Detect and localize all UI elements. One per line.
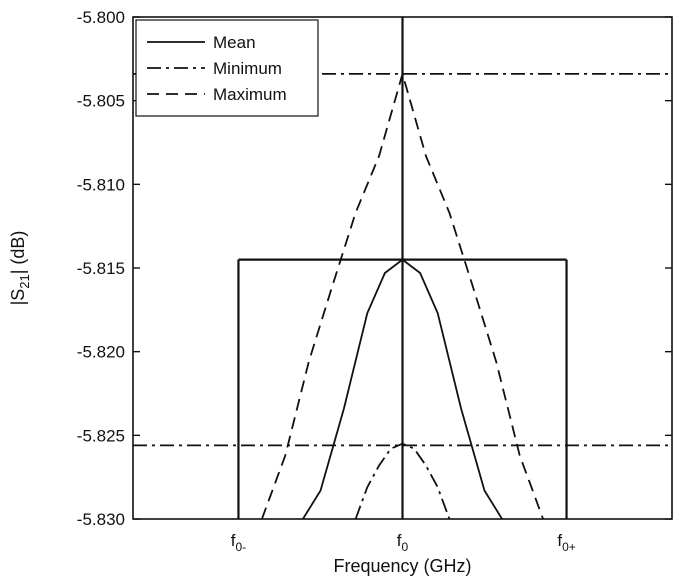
y-axis-title-main: |S [8, 289, 28, 306]
y-tick-label-6: -5.830 [77, 510, 125, 529]
series-curves [261, 70, 544, 519]
y-tick-label-4: -5.820 [77, 343, 125, 362]
y-axis-title: |S21| (dB) [8, 231, 32, 306]
y-axis-title-sub: 21 [17, 274, 32, 288]
legend: Mean Minimum Maximum [135, 19, 319, 117]
x-tick-label-2: f0+ [557, 531, 575, 554]
series-line-minimum [354, 442, 451, 519]
legend-label-maximum: Maximum [213, 85, 287, 104]
x-tick-label-0: f0- [231, 531, 246, 554]
y-tick-label-0: -5.800 [77, 8, 125, 27]
y-tick-label-3: -5.815 [77, 259, 125, 278]
legend-label-mean: Mean [213, 33, 256, 52]
y-tick-label-2: -5.810 [77, 175, 125, 194]
y-tick-label-1: -5.805 [77, 92, 125, 111]
x-axis: f0- f0 f0+ [231, 512, 576, 554]
x-tick-label-1: f0 [397, 531, 409, 554]
x-axis-title: Frequency (GHz) [333, 556, 471, 576]
y-axis-title-tail: | (dB) [8, 231, 28, 275]
y-axis: -5.800 -5.805 -5.810 -5.815 -5.820 -5.825 -5.8… [77, 8, 672, 529]
y-tick-label-5: -5.825 [77, 426, 125, 445]
series-line-mean [302, 258, 503, 519]
legend-label-minimum: Minimum [213, 59, 282, 78]
series-line-maximum [261, 70, 544, 519]
